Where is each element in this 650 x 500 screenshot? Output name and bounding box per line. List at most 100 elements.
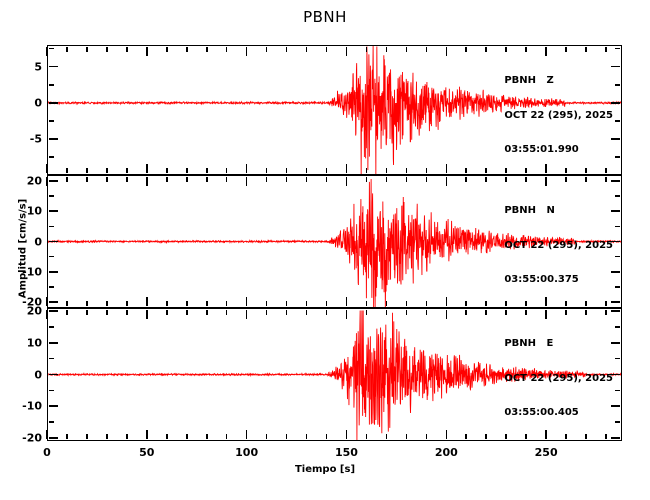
x-tick-n-bottom (345, 297, 348, 307)
x-tick-n-bottom (146, 297, 148, 307)
y-tick-label-z: 5 (34, 60, 42, 74)
x-tick-z-top (365, 46, 368, 52)
x-tick-e-top (605, 309, 607, 315)
x-tick-e-bottom (505, 434, 507, 440)
x-tick-n-bottom (66, 301, 68, 307)
x-tick-e-top (185, 309, 188, 315)
x-tick-label: 50 (139, 446, 155, 459)
y-tick-n-right (615, 195, 621, 197)
x-tick-z-bottom (305, 168, 308, 174)
x-tick-e-bottom (165, 434, 168, 440)
x-tick-label: 0 (43, 446, 51, 459)
y-tick-n-left (48, 210, 58, 213)
y-tick-z-left (48, 65, 58, 68)
x-tick-z-top (305, 46, 308, 52)
x-tick-n-bottom (86, 301, 88, 307)
x-tick-z-bottom (285, 168, 288, 174)
y-tick-e-left (48, 421, 54, 423)
x-tick-z-top (385, 46, 388, 52)
x-tick-n-top (225, 176, 228, 182)
x-tick-z-bottom (205, 168, 208, 174)
x-tick-e-bottom (585, 434, 587, 440)
x-tick-n-top (605, 176, 607, 182)
y-tick-z-right (611, 101, 621, 104)
x-tick-z-top (205, 46, 208, 52)
y-tick-n-right (615, 225, 621, 228)
x-tick-z-bottom (505, 168, 507, 174)
x-tick-n-top (545, 176, 547, 186)
y-tick-label-n: -10 (22, 265, 42, 279)
x-tick-e-top (545, 309, 547, 319)
y-tick-e-right (615, 421, 621, 423)
y-tick-e-left (48, 342, 58, 344)
waveform-trace-n (48, 176, 621, 307)
x-tick-n-bottom (545, 297, 547, 307)
y-tick-z-left (48, 138, 58, 140)
x-tick-e-bottom (225, 434, 228, 440)
x-tick-e-bottom (485, 434, 488, 440)
x-tick-label: 100 (235, 446, 259, 459)
x-tick-e-top (405, 309, 408, 315)
panel-annotation-n: PBNH N OCT 22 (295), 2025 03:55:00.375 (504, 182, 613, 307)
x-tick-e-bottom (265, 434, 268, 440)
x-tick-n-bottom (265, 301, 268, 307)
y-tick-label-e: 0 (34, 368, 42, 381)
annotation-station-component: PBNH N (504, 205, 555, 216)
x-tick-e-bottom (126, 434, 128, 440)
y-tick-z-right (615, 120, 621, 122)
y-tick-z-left (48, 47, 54, 50)
x-tick-label: 150 (334, 446, 358, 459)
x-tick-z-top (605, 46, 607, 52)
x-tick-z-bottom (445, 164, 448, 174)
x-tick-z-bottom (485, 168, 488, 174)
x-tick-e-top (365, 309, 368, 315)
annotation-station-component: PBNH Z (504, 75, 554, 86)
x-tick-n-bottom (126, 301, 128, 307)
y-tick-n-right (611, 301, 621, 303)
x-tick-e-top (126, 309, 128, 315)
y-tick-label-e: -10 (22, 399, 42, 413)
x-tick-e-top (225, 309, 228, 315)
x-tick-e-top (585, 309, 587, 315)
x-tick-e-top (565, 309, 567, 315)
x-tick-e-top (525, 309, 527, 315)
x-tick-z-top (485, 46, 488, 52)
x-tick-z-bottom (225, 168, 228, 174)
x-tick-e-bottom (445, 430, 448, 440)
x-tick-e-top (146, 309, 148, 319)
x-tick-e-top (285, 309, 288, 315)
y-tick-n-left (48, 301, 58, 303)
x-tick-z-bottom (385, 168, 388, 174)
x-tick-e-top (345, 309, 348, 319)
x-tick-z-bottom (126, 168, 128, 174)
x-tick-z-top (525, 46, 527, 52)
x-tick-n-bottom (285, 301, 288, 307)
waveform-trace-z (48, 46, 621, 174)
x-tick-z-bottom (86, 168, 88, 174)
page-title: PBNH (303, 8, 347, 26)
x-tick-z-top (425, 46, 428, 52)
y-tick-label-n: 20 (26, 174, 42, 188)
x-tick-n-top (305, 176, 308, 182)
x-tick-e-top (106, 309, 108, 315)
y-tick-n-right (615, 286, 621, 288)
y-tick-n-left (48, 286, 54, 288)
y-tick-e-left (48, 326, 54, 328)
x-tick-n-top (46, 176, 48, 186)
x-tick-n-top (146, 176, 148, 186)
y-tick-n-left (48, 225, 54, 228)
x-tick-e-bottom (525, 434, 527, 440)
x-tick-e-bottom (365, 434, 368, 440)
x-tick-n-bottom (46, 297, 48, 307)
x-tick-z-bottom (545, 164, 547, 174)
x-tick-n-bottom (305, 301, 308, 307)
x-tick-e-top (86, 309, 88, 315)
x-tick-n-top (365, 176, 368, 182)
x-tick-n-top (325, 176, 328, 182)
y-tick-z-left (48, 120, 54, 122)
y-tick-e-left (48, 357, 54, 360)
x-tick-z-bottom (165, 168, 168, 174)
waveform-panel-z: PBNH Z OCT 22 (295), 2025 03:55:01.990 (47, 45, 622, 175)
x-tick-z-top (545, 46, 547, 56)
